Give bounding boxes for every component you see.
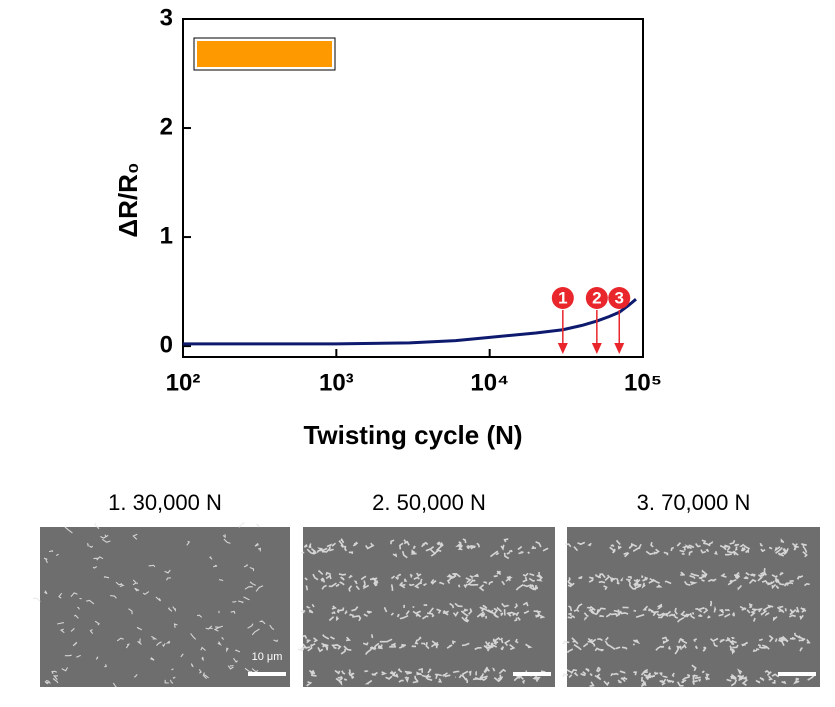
sem-image <box>40 527 290 687</box>
panel-title: 1. 30,000 N <box>108 490 222 515</box>
x-tick-label: 10⁵ <box>624 369 662 396</box>
legend-swatch <box>197 41 332 67</box>
panel-title: 2. 50,000 N <box>372 490 486 515</box>
plot-frame <box>182 18 644 358</box>
sem-image <box>303 527 555 687</box>
sem-texture <box>32 522 279 688</box>
annotation-arrowhead <box>614 343 625 354</box>
y-axis-label: ΔR/R₀ <box>113 162 143 237</box>
x-tick-label: 10⁴ <box>470 369 509 396</box>
annotation-badge <box>551 287 574 309</box>
annotation-arrowhead <box>591 343 602 354</box>
annotation-badge <box>608 287 631 309</box>
panel-title: 3. 70,000 N <box>637 490 751 515</box>
annotation-badge <box>585 287 608 309</box>
sem-panels: 1. 30,000 N 10 μm 2. 50,000 N 3. 70,000 N <box>32 490 820 688</box>
annotation-label: 1 <box>558 288 567 307</box>
y-tick-label: 2 <box>160 113 173 140</box>
annotation-label: 2 <box>592 288 601 307</box>
scale-label: 10 μm <box>252 651 283 663</box>
x-tick-label: 10² <box>166 369 201 396</box>
y-tick-label: 3 <box>160 4 173 31</box>
sem-texture <box>297 537 549 687</box>
annotation-label: 3 <box>615 288 624 307</box>
sem-texture <box>562 538 815 688</box>
x-tick-label: 10³ <box>319 369 354 396</box>
data-line <box>183 298 637 346</box>
y-tick-label: 1 <box>160 222 173 249</box>
x-axis-label: Twisting cycle (N) <box>303 420 522 450</box>
y-tick-label: 0 <box>160 331 173 358</box>
annotation-arrowhead <box>557 343 568 354</box>
